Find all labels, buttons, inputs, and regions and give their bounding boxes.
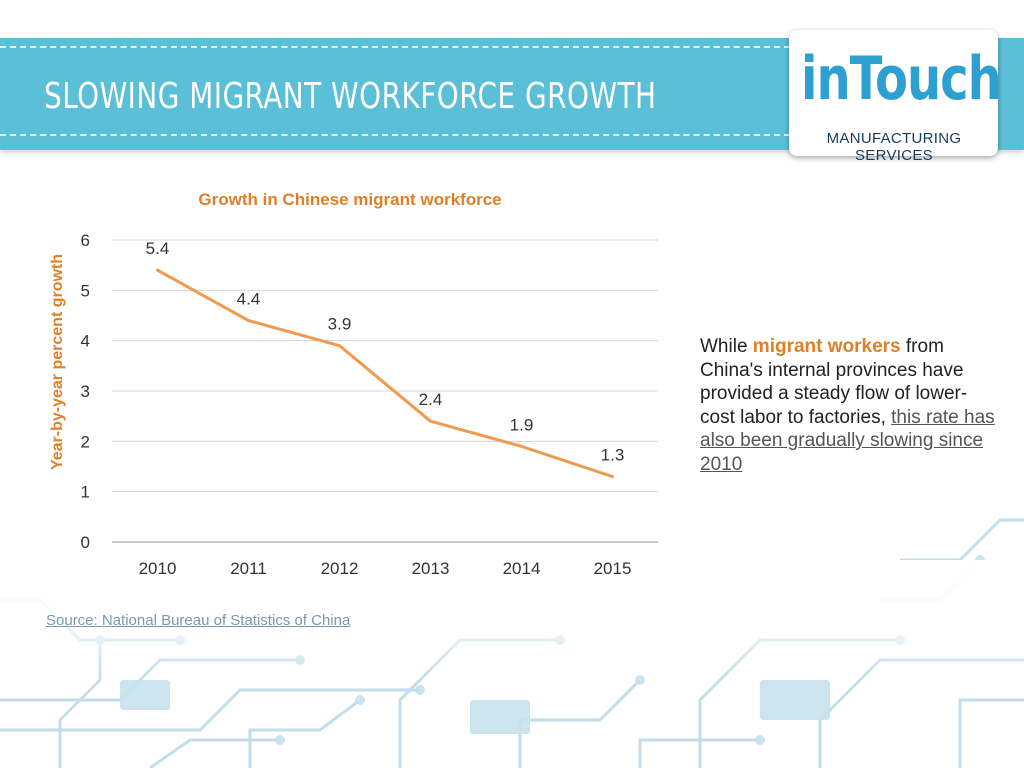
data-label-2013: 2.4 [419,390,443,409]
data-labels: 5.4 4.4 3.9 2.4 1.9 1.3 [146,239,625,464]
y-tick-4: 4 [81,332,90,351]
data-label-2015: 1.3 [601,446,625,465]
x-tick-2012: 2012 [321,559,359,578]
logo-wordmark: inTouch [801,44,1002,114]
y-tick-3: 3 [81,382,90,401]
y-tick-labels: 0 1 2 3 4 5 6 [81,231,90,552]
data-label-2014: 1.9 [510,415,534,434]
gridlines [112,239,658,543]
x-tick-labels: 2010 2011 2012 2013 2014 2015 [139,559,632,578]
y-tick-2: 2 [81,432,90,451]
data-label-2011: 4.4 [237,290,261,309]
y-axis-label: Year-by-year percent growth [49,254,66,470]
series-polyline [156,268,614,479]
y-tick-5: 5 [81,281,90,300]
chart-title: Growth in Chinese migrant workforce [198,190,501,209]
y-tick-1: 1 [81,483,90,502]
source-link[interactable]: Source: National Bureau of Statistics of… [46,612,351,629]
explanation-part1: While [700,336,753,357]
x-tick-2011: 2011 [230,559,267,578]
header-dashed-line-top [0,46,790,48]
intouch-logo: inTouch MANUFACTURING SERVICES [789,30,1002,164]
y-tick-6: 6 [81,231,90,250]
x-tick-2013: 2013 [412,559,450,578]
header-dashed-line-bottom [0,134,790,136]
logo-subtitle: MANUFACTURING SERVICES [826,130,962,164]
slide-title: Slowing Migrant Workforce Growth [44,76,657,118]
explanation-link[interactable]: this rate has also been gradually slowin… [700,406,995,475]
y-tick-0: 0 [81,533,90,552]
series-line [156,268,614,479]
data-label-2010: 5.4 [146,239,170,258]
x-tick-2015: 2015 [594,559,632,578]
explanation-highlight: migrant workers [752,336,901,357]
data-label-2012: 3.9 [328,315,352,334]
x-tick-2010: 2010 [139,559,177,578]
explanation-part2: from China's internal provinces have pro… [700,336,968,428]
explanation-text: While migrant workers from China's inter… [700,335,1000,476]
x-tick-2014: 2014 [503,559,541,578]
